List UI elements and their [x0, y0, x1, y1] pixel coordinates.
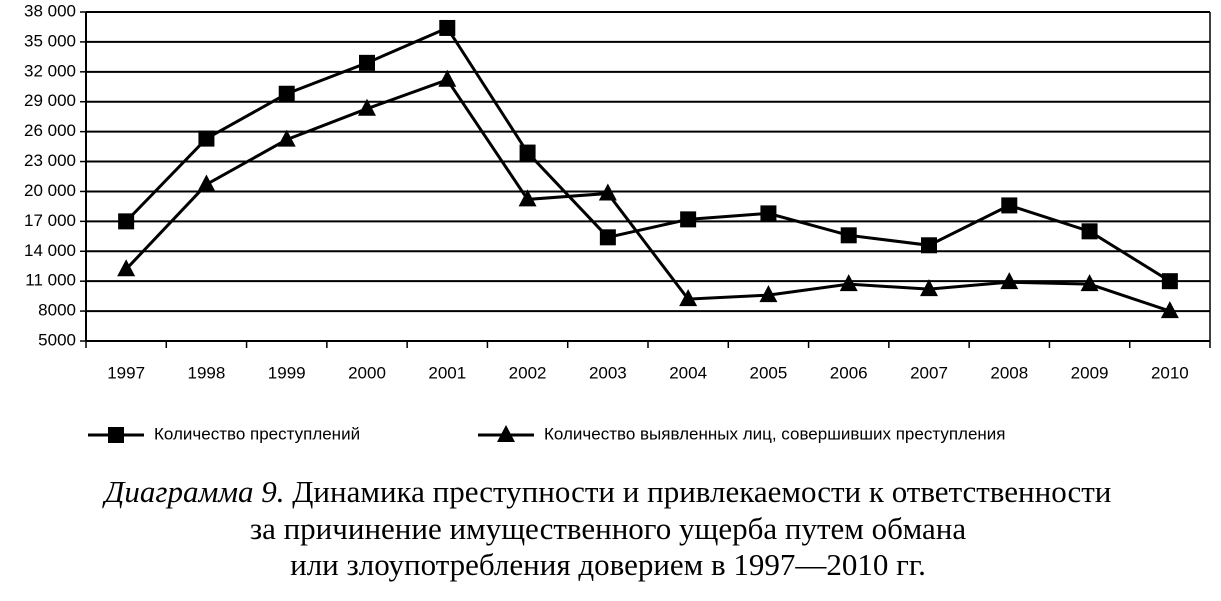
marker [198, 130, 215, 147]
x-tick-label: 2001 [428, 363, 466, 382]
y-tick-label: 8000 [38, 301, 76, 320]
y-tick-label: 17 000 [24, 211, 76, 230]
caption-line: или злоупотребления доверием в 1997—2010… [290, 547, 926, 582]
marker [438, 69, 457, 87]
caption-text: Динамика преступности и привлекаемости к… [292, 474, 1111, 509]
y-tick-label: 26 000 [24, 121, 76, 140]
marker [118, 213, 135, 230]
x-tick-label: 2002 [509, 363, 547, 382]
y-tick-label: 5000 [38, 330, 76, 349]
marker [760, 205, 777, 222]
marker [519, 144, 536, 161]
y-tick-label: 32 000 [24, 61, 76, 80]
caption-label: Диаграмма 9. [102, 474, 285, 509]
marker [599, 229, 616, 246]
marker [439, 19, 456, 36]
marker [359, 54, 375, 71]
marker [679, 289, 698, 307]
caption-line: за причинение имущественного ущерба путе… [250, 511, 967, 546]
marker [921, 237, 937, 254]
marker [598, 183, 617, 201]
marker [117, 259, 136, 277]
marker [1000, 272, 1019, 290]
marker [840, 227, 857, 244]
y-tick-label: 35 000 [24, 31, 76, 50]
marker [197, 174, 216, 192]
x-tick-label: 2005 [750, 363, 788, 382]
y-tick-label: 11 000 [25, 271, 76, 290]
marker [680, 211, 697, 228]
x-tick-label: 2004 [669, 363, 707, 382]
x-tick-label: 2000 [348, 363, 386, 382]
legend-label: Количество выявленных лиц, совершивших п… [544, 424, 1005, 443]
y-tick-label: 38 000 [24, 1, 76, 20]
y-tick-label: 20 000 [24, 181, 76, 200]
y-tick-label: 29 000 [24, 91, 76, 110]
x-tick-label: 1997 [107, 363, 145, 382]
marker [277, 129, 296, 147]
x-tick-label: 1999 [268, 363, 306, 382]
marker [1081, 223, 1098, 240]
x-tick-label: 2007 [910, 363, 948, 382]
caption-line: Диаграмма 9. Динамика преступности и при… [102, 474, 1112, 509]
x-tick-label: 1998 [188, 363, 226, 382]
marker [839, 274, 858, 292]
y-tick-label: 14 000 [24, 241, 76, 260]
x-tick-label: 2010 [1151, 363, 1189, 382]
marker [358, 98, 376, 116]
x-tick-label: 2006 [830, 363, 868, 382]
marker [518, 189, 537, 207]
marker [920, 279, 938, 297]
marker [1001, 197, 1018, 214]
marker [1161, 273, 1178, 290]
legend-marker [108, 427, 124, 443]
y-tick-label: 23 000 [24, 151, 76, 170]
legend-marker [497, 425, 515, 442]
legend-label: Количество преступлений [154, 424, 360, 443]
marker [1080, 274, 1099, 292]
marker [1160, 301, 1179, 319]
series-line [125, 26, 1171, 283]
x-tick-label: 2009 [1071, 363, 1109, 382]
marker [759, 285, 778, 303]
x-tick-label: 2003 [589, 363, 627, 382]
series-line [125, 77, 1171, 313]
marker [278, 85, 295, 102]
x-tick-label: 2008 [990, 363, 1028, 382]
